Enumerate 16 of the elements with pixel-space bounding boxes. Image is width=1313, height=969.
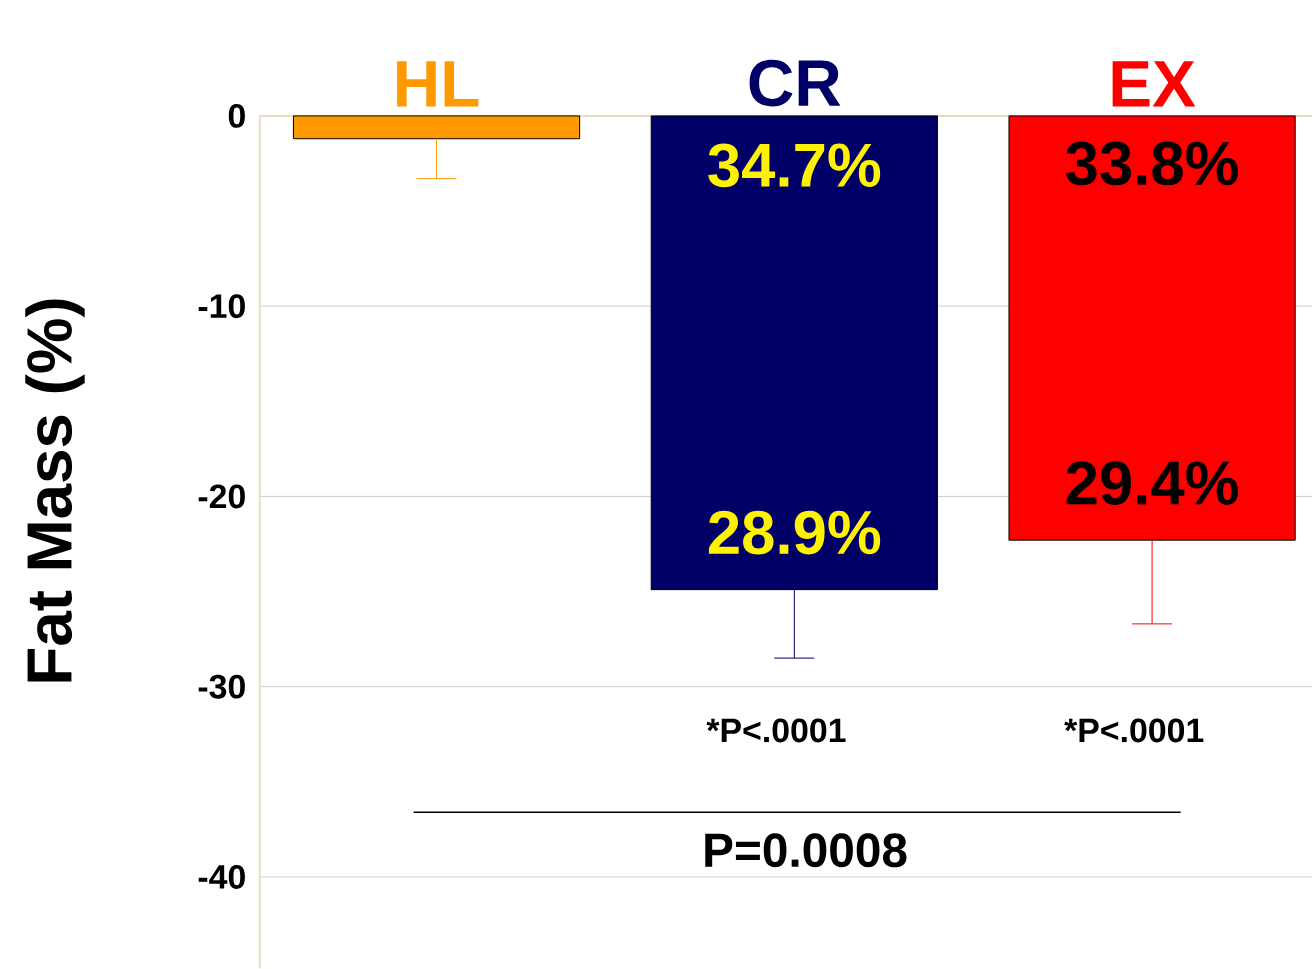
annotation: 28.9% [708,510,881,555]
y-tick-label: 0 [228,103,245,128]
y-tick-label: -30 [198,674,245,699]
y-tick-label: -20 [198,484,245,509]
x-tick-label: CR [749,59,841,107]
annotation: P=0.0008 [705,833,907,868]
annotation: *P<.0001 [1064,718,1204,743]
y-tick-label: -40 [198,864,245,889]
y-axis-title: Fat Mass (%) [25,299,85,682]
annotation: 33.8% [1066,141,1238,186]
annotation: *P<.0001 [706,718,846,743]
annotation: 29.4% [1066,461,1238,505]
annotation: 34.7% [708,143,881,188]
x-tick-label: HL [397,61,479,107]
x-tick-label: EX [1112,61,1196,107]
y-tick-label: -10 [198,294,245,319]
